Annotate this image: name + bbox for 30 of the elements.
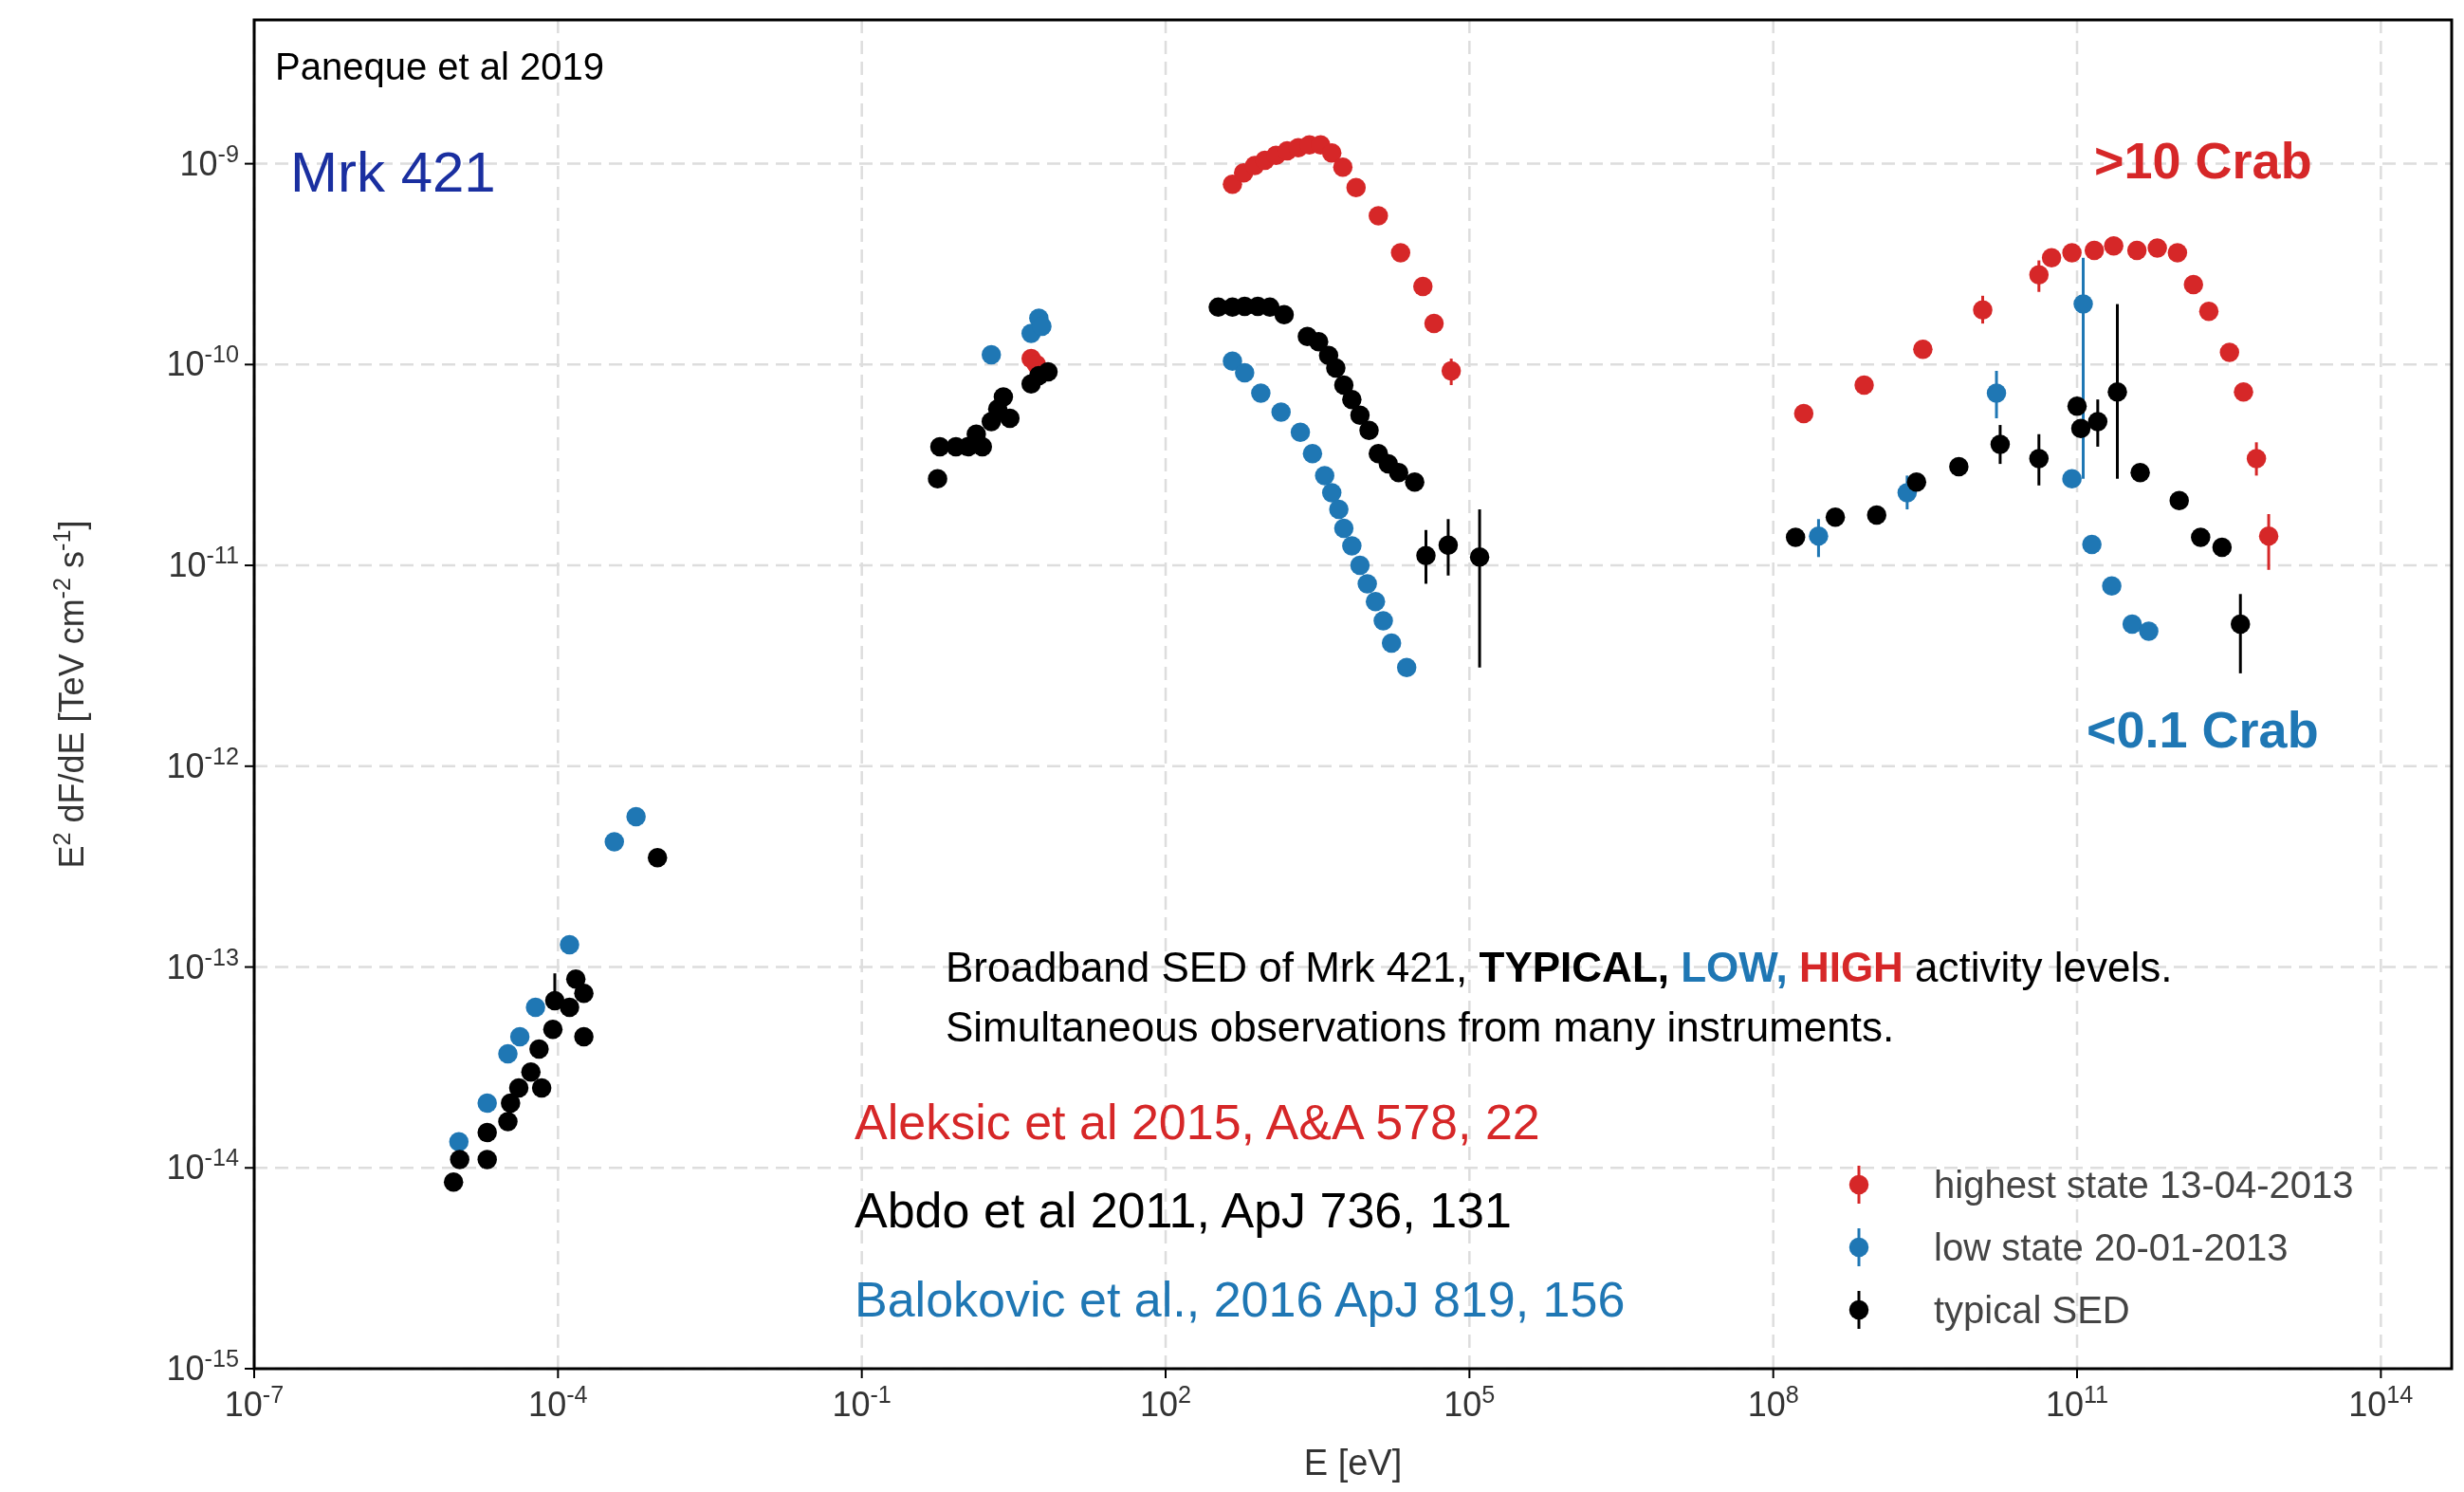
annotation: <0.1 Crab bbox=[2087, 701, 2319, 758]
y-tick-label: 10$^{-12}$ bbox=[166, 742, 239, 785]
annotation: Simultaneous observations from many instruments. bbox=[946, 1004, 1895, 1050]
annotation: activity levels. bbox=[1903, 944, 2173, 990]
x-tick-label: 10$^{8}$ bbox=[1747, 1381, 1799, 1424]
annotation: HIGH bbox=[1787, 944, 1903, 990]
annotation: TYPICAL, bbox=[1467, 944, 1669, 990]
annotation: >10 Crab bbox=[2094, 132, 2312, 189]
legend-label: typical SED bbox=[1934, 1289, 2130, 1331]
annotation: Broadband SED of Mrk 421, bbox=[946, 944, 1468, 990]
annotation: Mrk 421 bbox=[290, 140, 496, 204]
x-tick-label: 10$^{-4}$ bbox=[528, 1381, 588, 1424]
annotation: LOW, bbox=[1669, 944, 1788, 990]
legend-label: low state 20-01-2013 bbox=[1934, 1226, 2289, 1268]
x-tick-label: 10$^{-1}$ bbox=[832, 1381, 892, 1424]
annotation: Abdo et al 2011, ApJ 736, 131 bbox=[855, 1183, 1512, 1238]
annotation: Aleksic et al 2015, A&A 578, 22 bbox=[855, 1095, 1540, 1150]
y-tick-label: 10$^{-11}$ bbox=[168, 542, 239, 585]
x-axis-title: E [eV] bbox=[1303, 1443, 1403, 1483]
x-tick-label: 10$^{5}$ bbox=[1443, 1381, 1496, 1424]
y-tick-label: 10$^{-10}$ bbox=[166, 341, 239, 384]
y-tick-label: 10$^{-9}$ bbox=[179, 139, 239, 183]
legend-label: highest state 13-04-2013 bbox=[1934, 1164, 2354, 1206]
x-tick-label: 10$^{11}$ bbox=[2045, 1381, 2109, 1424]
x-tick-label: 10$^{2}$ bbox=[1139, 1381, 1192, 1424]
annotation: Paneque et al 2019 bbox=[275, 46, 604, 87]
annotation: Balokovic et al., 2016 ApJ 819, 156 bbox=[855, 1272, 1626, 1327]
y-tick-label: 10$^{-13}$ bbox=[166, 943, 239, 986]
x-tick-label: 10$^{14}$ bbox=[2348, 1381, 2414, 1424]
y-tick-label: 10$^{-14}$ bbox=[166, 1144, 239, 1188]
